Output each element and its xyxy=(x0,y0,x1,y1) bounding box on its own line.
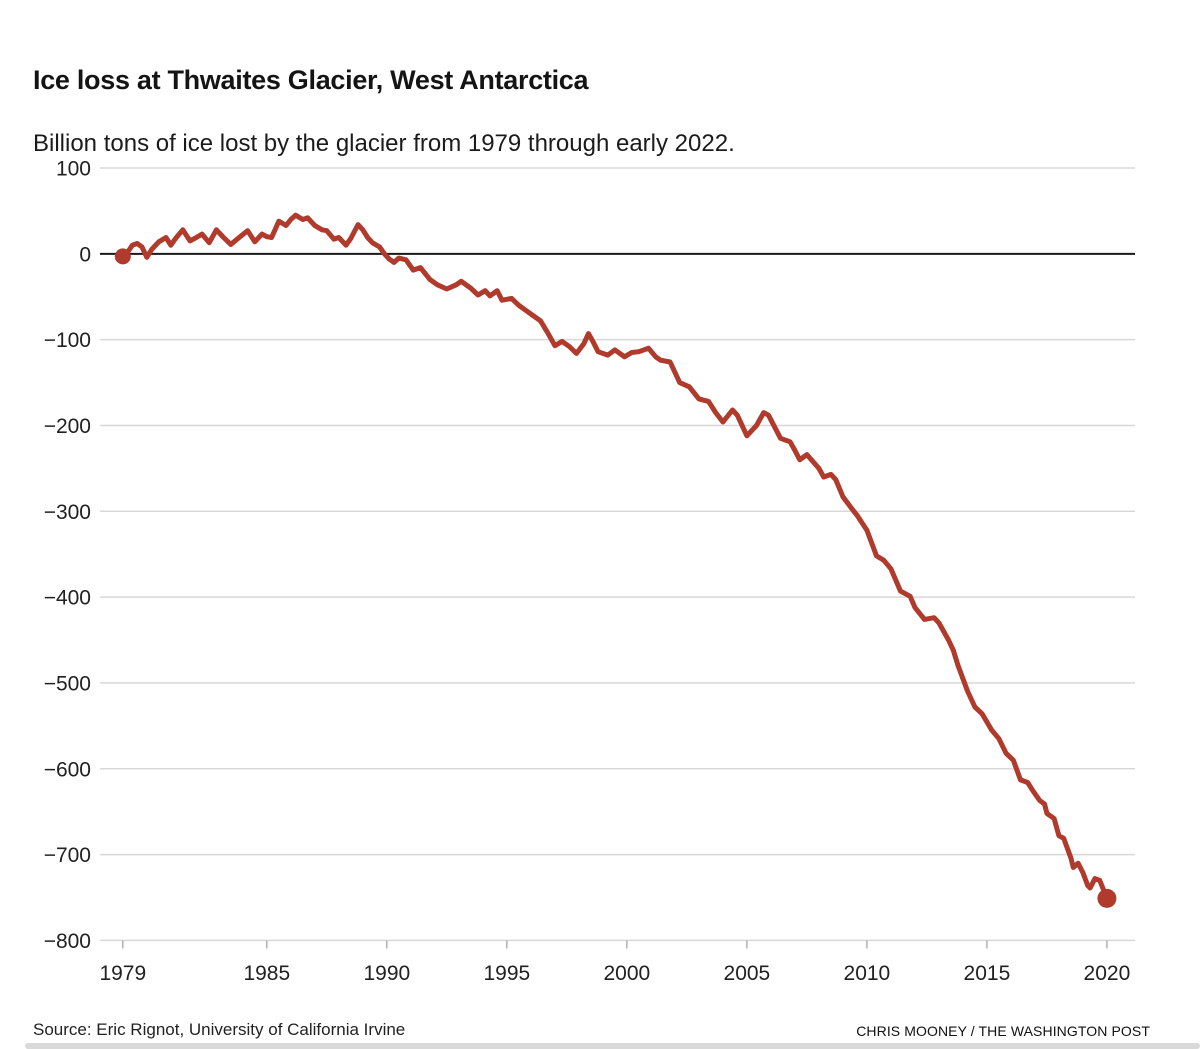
axes xyxy=(100,252,1135,949)
y-tick-label-100: 100 xyxy=(56,158,91,181)
chart-title: Ice loss at Thwaites Glacier, West Antar… xyxy=(33,65,589,96)
source-note: Source: Eric Rignot, University of Calif… xyxy=(33,1020,406,1039)
y-tick-label-−500: −500 xyxy=(44,672,91,695)
x-tick-label-2005: 2005 xyxy=(724,962,771,985)
ice-loss-line xyxy=(120,212,1110,901)
y-tick-label-−100: −100 xyxy=(44,329,91,352)
gridlines xyxy=(100,167,1135,942)
end-point-marker xyxy=(1097,888,1117,908)
y-tick-label-0: 0 xyxy=(79,243,91,266)
y-tick-label-−300: −300 xyxy=(44,501,91,524)
x-tick-label-2000: 2000 xyxy=(604,962,651,985)
start-point-marker xyxy=(114,248,131,265)
x-tick-label-2015: 2015 xyxy=(964,962,1011,985)
x-tick-label-2010: 2010 xyxy=(844,962,891,985)
ice-loss-series xyxy=(114,212,1117,908)
y-tick-label-−600: −600 xyxy=(44,758,91,781)
horizontal-scrollbar[interactable] xyxy=(25,1043,1200,1049)
y-tick-label-−400: −400 xyxy=(44,587,91,610)
chart-subtitle: Billion tons of ice lost by the glacier … xyxy=(33,130,735,157)
axis-labels: 100 0 −100 −200 −300 −400 −500 −600 −700 −800 1979… xyxy=(44,158,1131,986)
x-tick-label-1985: 1985 xyxy=(243,962,290,985)
x-tick-label-1979: 1979 xyxy=(99,962,146,985)
y-tick-label-−700: −700 xyxy=(44,844,91,867)
x-tick-label-1990: 1990 xyxy=(363,962,410,985)
x-tick-label-1995: 1995 xyxy=(483,962,530,985)
y-tick-label-−200: −200 xyxy=(44,415,91,438)
y-tick-label-−800: −800 xyxy=(44,930,91,953)
byline-credit: CHRIS MOONEY / THE WASHINGTON POST xyxy=(856,1023,1150,1039)
x-tick-label-2020: 2020 xyxy=(1084,962,1131,985)
